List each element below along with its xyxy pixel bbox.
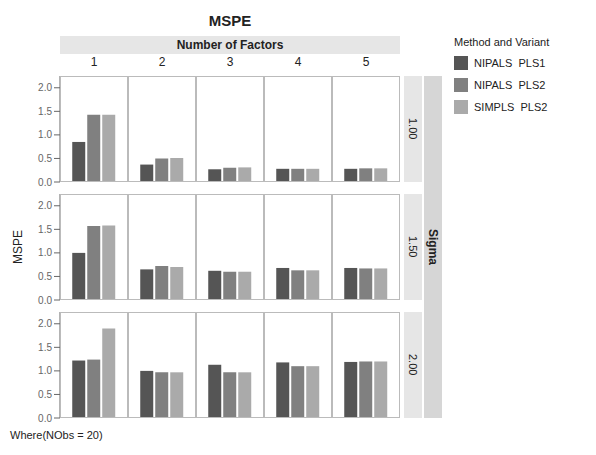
svg-text:1.0: 1.0 [38, 365, 52, 376]
svg-text:1.0: 1.0 [38, 247, 52, 258]
svg-text:2.0: 2.0 [38, 200, 52, 211]
html-text:2: 2 [158, 55, 166, 69]
html-text:Where(NObs = 20): Where(NObs = 20) [10, 429, 103, 441]
html-text:SIMPLS PLS2: SIMPLS PLS2 [474, 101, 548, 113]
html-text:MSPE: MSPE [208, 12, 252, 29]
html-text:Sigma: Sigma [426, 229, 440, 265]
html-text:Method and Variant: Method and Variant [454, 36, 550, 48]
svg-text:2.0: 2.0 [38, 318, 52, 329]
html-text:1.50: 1.50 [407, 236, 419, 258]
html-text:MSPE: MSPE [11, 230, 25, 264]
html-text:NIPALS PLS1: NIPALS PLS1 [474, 57, 546, 69]
html-text:4: 4 [294, 55, 302, 69]
svg-text:0.5: 0.5 [38, 153, 52, 164]
svg-text:1.5: 1.5 [38, 342, 52, 353]
html-text:1: 1 [90, 55, 98, 69]
html-text:Number of Factors: Number of Factors [176, 38, 284, 52]
svg-text:1.5: 1.5 [38, 224, 52, 235]
svg-text:0.0: 0.0 [38, 413, 52, 424]
html-text:NIPALS PLS2: NIPALS PLS2 [474, 79, 546, 91]
html-text:3: 3 [226, 55, 234, 69]
svg-text:0.0: 0.0 [38, 177, 52, 188]
svg-text:1.0: 1.0 [38, 129, 52, 140]
svg-text:1.5: 1.5 [38, 106, 52, 117]
html-text:2.00: 2.00 [407, 354, 419, 376]
html-text:5: 5 [362, 55, 370, 69]
svg-text:2.0: 2.0 [38, 82, 52, 93]
svg-text:0.5: 0.5 [38, 271, 52, 282]
svg-text:0.5: 0.5 [38, 389, 52, 400]
html-text:1.00: 1.00 [407, 118, 419, 140]
svg-text:0.0: 0.0 [38, 295, 52, 306]
